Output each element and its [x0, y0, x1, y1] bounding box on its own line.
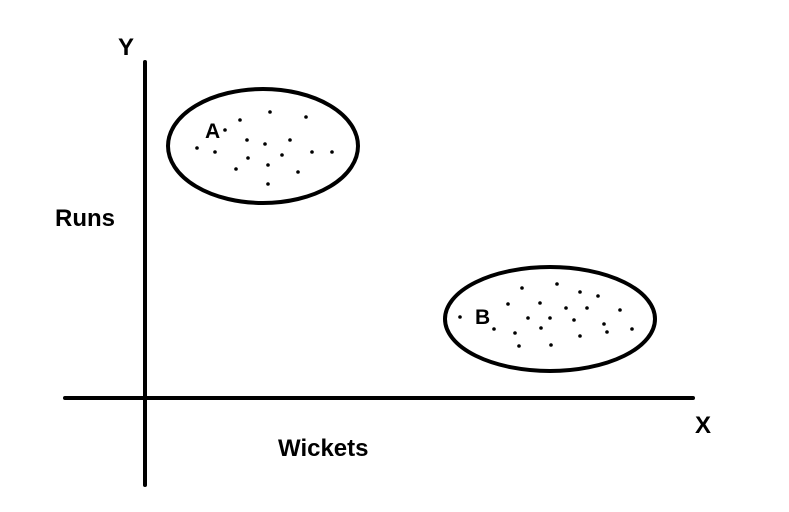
data-point [223, 128, 227, 132]
data-point [578, 334, 582, 338]
data-point [572, 318, 576, 322]
data-point [263, 142, 267, 146]
data-point [280, 153, 284, 157]
data-point [526, 316, 530, 320]
data-point [549, 343, 553, 347]
y-axis-letter: Y [118, 34, 134, 61]
data-point [539, 326, 543, 330]
data-point [492, 327, 496, 331]
cluster-a-points [195, 110, 334, 186]
data-point [330, 150, 334, 154]
x-axis-letter: X [695, 412, 711, 439]
data-point [245, 138, 249, 142]
data-point [555, 282, 559, 286]
data-point [238, 118, 242, 122]
cluster-b-points [458, 282, 634, 348]
data-point [213, 150, 217, 154]
data-point [304, 115, 308, 119]
cluster-a-boundary [166, 87, 360, 205]
data-point [513, 331, 517, 335]
x-axis-title: Wickets [278, 435, 369, 462]
data-point [268, 110, 272, 114]
data-point [506, 302, 510, 306]
data-point [548, 316, 552, 320]
data-point [234, 167, 238, 171]
data-point [578, 290, 582, 294]
data-point [517, 344, 521, 348]
cluster-b-boundary [443, 265, 657, 373]
data-point [520, 286, 524, 290]
data-point [618, 308, 622, 312]
data-point [596, 294, 600, 298]
data-point [195, 146, 199, 150]
data-point [266, 163, 270, 167]
cluster-b-label: B [475, 306, 490, 329]
data-point [246, 156, 250, 160]
data-point [602, 322, 606, 326]
data-point [605, 330, 609, 334]
data-point [630, 327, 634, 331]
cluster-a: A [166, 87, 360, 205]
y-axis-title: Runs [55, 205, 115, 232]
data-point [585, 306, 589, 310]
cluster-b: B [443, 265, 657, 373]
data-point [296, 170, 300, 174]
data-point [458, 315, 462, 319]
data-point [266, 182, 270, 186]
data-point [288, 138, 292, 142]
cluster-a-label: A [205, 120, 220, 143]
data-point [538, 301, 542, 305]
data-point [564, 306, 568, 310]
data-point [310, 150, 314, 154]
